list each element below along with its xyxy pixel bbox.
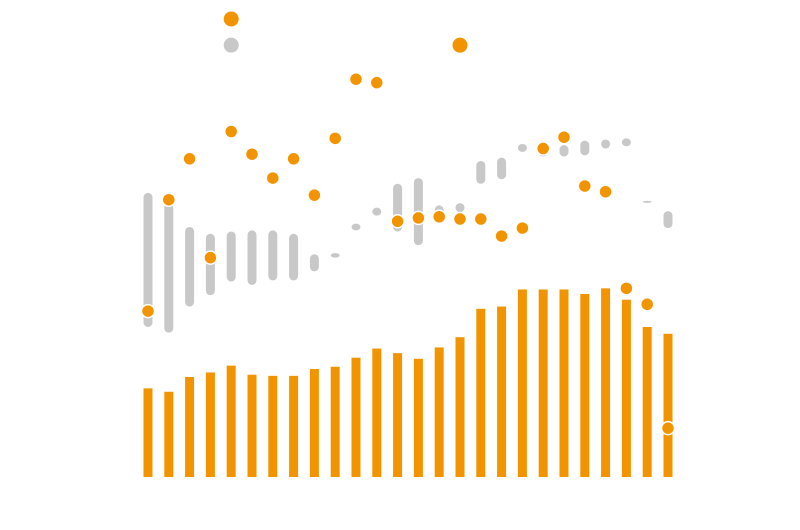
- point-13: [390, 214, 405, 229]
- bar-23: [601, 288, 611, 477]
- range-column-18: [497, 157, 507, 180]
- range-column-16: [455, 203, 465, 213]
- point-26: [660, 420, 676, 436]
- point-4: [203, 250, 218, 265]
- range-column-10: [330, 253, 340, 258]
- point-10: [327, 131, 343, 146]
- point-22: [577, 178, 593, 194]
- bar-20: [538, 289, 548, 477]
- bar-13: [393, 353, 403, 477]
- bar-2: [164, 391, 174, 477]
- bar-14: [413, 358, 423, 477]
- range-column-9: [309, 254, 319, 272]
- bar-5: [226, 365, 236, 477]
- point-2: [161, 192, 177, 207]
- point-17: [473, 211, 489, 227]
- bar-15: [434, 347, 444, 477]
- bar-6: [247, 374, 257, 477]
- bar-17: [476, 308, 486, 477]
- bar-7: [268, 375, 278, 477]
- bar-25: [642, 326, 652, 477]
- bar-11: [351, 357, 361, 477]
- bar-21: [559, 289, 569, 477]
- bar-22: [580, 294, 590, 477]
- point-3: [182, 151, 197, 167]
- point-21: [556, 129, 572, 145]
- point-19: [515, 220, 530, 236]
- range-column-1: [143, 192, 153, 327]
- bar-4: [205, 372, 215, 477]
- bar-18: [497, 306, 507, 477]
- point-14: [411, 210, 426, 226]
- point-12: [369, 75, 385, 90]
- bar-9: [309, 369, 319, 477]
- point-11: [348, 71, 364, 87]
- point-9: [307, 187, 322, 203]
- bar-16: [455, 337, 465, 477]
- range-column-2: [164, 201, 174, 333]
- point-16: [452, 211, 468, 227]
- range-column-19: [517, 144, 527, 152]
- point-20: [535, 141, 551, 156]
- point-secondary-5: [223, 37, 239, 53]
- range-column-23: [601, 139, 611, 149]
- bar-10: [330, 366, 340, 477]
- bar-19: [517, 289, 527, 477]
- point-15: [431, 209, 447, 224]
- range-column-24: [621, 138, 631, 147]
- point-24: [619, 281, 634, 296]
- range-column-17: [476, 161, 486, 184]
- point-5: [223, 124, 239, 139]
- range-column-3: [185, 226, 195, 307]
- point-7: [265, 170, 281, 186]
- bar-8: [289, 375, 299, 477]
- range-column-5: [226, 231, 236, 282]
- range-column-8: [289, 233, 299, 281]
- point-6: [244, 146, 260, 162]
- range-column-6: [247, 230, 257, 285]
- point-1: [140, 303, 156, 319]
- range-column-11: [351, 223, 361, 231]
- range-column-21: [559, 145, 569, 157]
- point-top-5: [223, 11, 239, 27]
- range-column-7: [268, 230, 278, 281]
- bar-24: [621, 299, 631, 477]
- point-18: [494, 228, 509, 244]
- point-8: [286, 151, 301, 167]
- point-23: [598, 184, 613, 199]
- point-25: [639, 297, 655, 312]
- bar-12: [372, 348, 382, 477]
- bar-3: [185, 376, 195, 477]
- point-top-16: [452, 37, 468, 53]
- bar-26: [663, 333, 673, 477]
- range-column-25: [642, 200, 652, 203]
- range-column-12: [372, 207, 382, 216]
- bar-1: [143, 388, 153, 477]
- range-column-22: [580, 140, 590, 156]
- range-column-26: [663, 211, 673, 229]
